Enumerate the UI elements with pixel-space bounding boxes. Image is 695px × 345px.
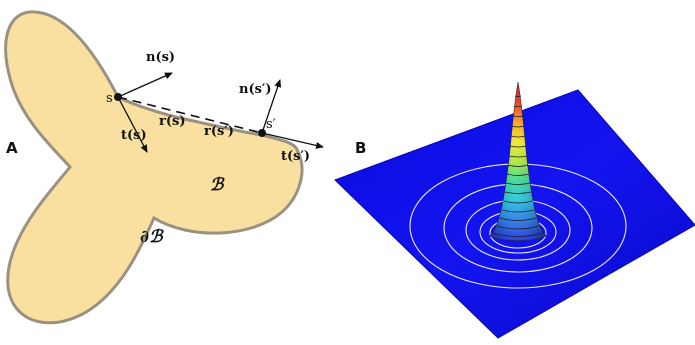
spike-band	[504, 191, 532, 194]
spike-contour-bands	[492, 95, 544, 237]
spike-band	[514, 95, 522, 97]
normal-s-label: n(s)	[146, 50, 175, 65]
spike-shading	[490, 82, 546, 241]
panel-a: A n(s) s t(s) r(s) r(s′) n(s′) s′ t(s′) …	[4, 10, 324, 325]
spike-band	[508, 155, 528, 158]
point-s-prime-dot	[258, 129, 266, 137]
spike-band	[511, 125, 525, 128]
spike-band	[496, 225, 540, 230]
normal-vector-s-prime	[261, 79, 282, 134]
panel-b: B	[334, 81, 695, 339]
spike-band	[505, 182, 531, 185]
spike-band	[501, 209, 535, 213]
panel-a-letter: A	[6, 139, 18, 157]
point-s-label: s	[106, 91, 113, 106]
tangent-s-label: t(s)	[121, 128, 147, 143]
spike-band	[503, 200, 533, 204]
panel-b-letter: B	[355, 139, 366, 157]
spike-band	[492, 232, 544, 237]
spike-band	[509, 145, 527, 148]
boundary-label: ∂ℬ	[140, 227, 164, 247]
chord-dashed-line	[117, 96, 263, 134]
point-s-dot	[114, 93, 122, 101]
tangent-s-prime-label: t(s′)	[281, 149, 310, 164]
point-s-prime-label: s′	[266, 117, 276, 132]
spike-band	[506, 173, 530, 176]
tangent-vector-s	[117, 96, 148, 153]
tangent-vector-s-prime	[261, 132, 324, 149]
spike-band	[513, 105, 523, 107]
normal-s-prime-label: n(s′)	[239, 82, 272, 97]
spike-band	[512, 115, 524, 117]
position-s-prime-label: r(s′)	[204, 124, 234, 139]
position-s-label: r(s)	[159, 114, 185, 129]
region-b-label: ℬ	[210, 175, 225, 195]
spike-band	[499, 217, 537, 221]
spike-band	[507, 164, 529, 167]
spike-band	[510, 135, 526, 138]
peak-spike	[489, 81, 547, 241]
normal-vector-s	[117, 72, 173, 98]
